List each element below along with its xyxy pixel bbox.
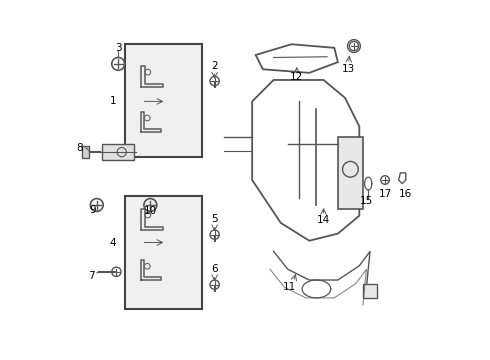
Text: 11: 11 bbox=[283, 282, 296, 292]
Text: 4: 4 bbox=[110, 238, 116, 248]
Text: 3: 3 bbox=[115, 43, 122, 53]
Text: 12: 12 bbox=[290, 72, 303, 82]
Text: 13: 13 bbox=[342, 64, 355, 73]
Text: 15: 15 bbox=[360, 196, 373, 206]
Text: 7: 7 bbox=[88, 271, 95, 281]
Text: 14: 14 bbox=[317, 215, 330, 225]
Bar bbox=[125, 196, 202, 309]
Text: 8: 8 bbox=[76, 143, 83, 153]
Text: 5: 5 bbox=[211, 214, 218, 224]
Bar bbox=[102, 144, 134, 160]
Text: 1: 1 bbox=[110, 96, 116, 107]
Text: 10: 10 bbox=[144, 206, 157, 216]
Text: 2: 2 bbox=[211, 61, 218, 71]
Bar bbox=[125, 44, 202, 157]
Bar bbox=[82, 147, 89, 158]
Text: 6: 6 bbox=[211, 264, 218, 274]
Text: 9: 9 bbox=[90, 205, 97, 215]
Text: 16: 16 bbox=[398, 189, 412, 199]
Text: 17: 17 bbox=[379, 189, 392, 199]
Bar bbox=[338, 137, 363, 208]
Bar bbox=[363, 284, 377, 298]
